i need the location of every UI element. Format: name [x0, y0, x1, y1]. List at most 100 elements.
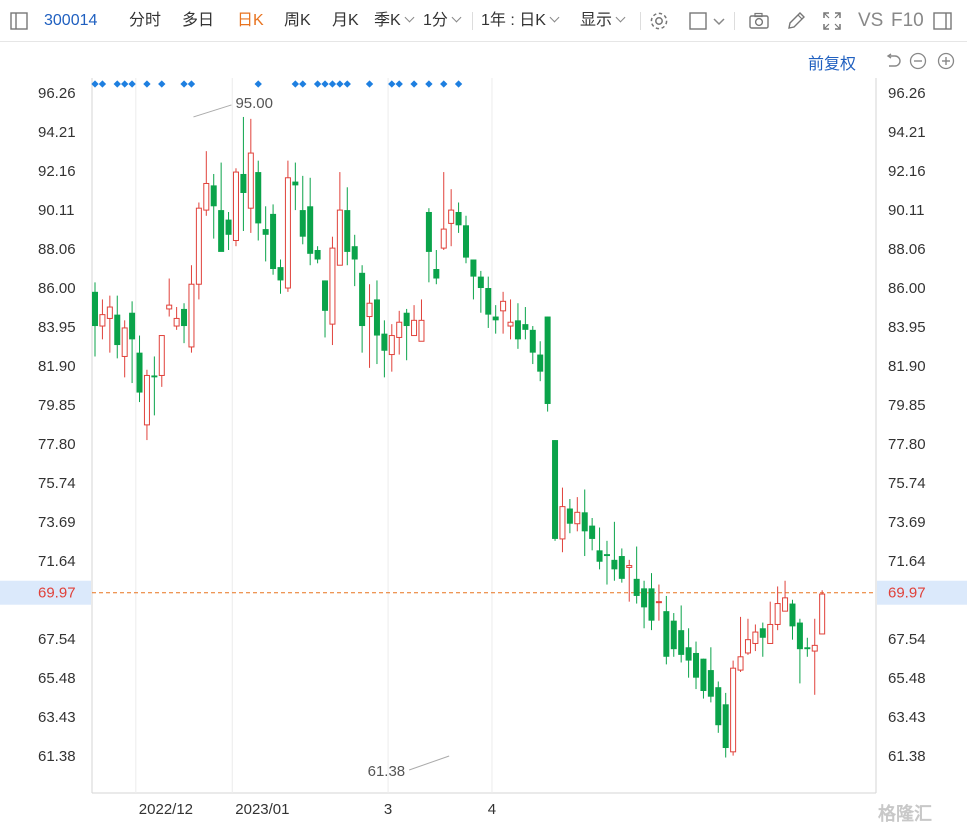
candle-body [537, 354, 544, 372]
y-tick-label-left: 92.16 [38, 163, 76, 180]
undo-icon[interactable] [884, 52, 902, 70]
sidebar-toggle-icon[interactable] [8, 10, 30, 32]
zoom-out-icon[interactable] [909, 52, 927, 70]
candle-body [455, 211, 462, 226]
tab-zhouk[interactable]: 周K [284, 12, 311, 29]
min-price-label: 61.38 [368, 763, 406, 780]
current-price-left-bg [0, 580, 91, 605]
candle-body [329, 247, 336, 325]
panel-toggle-icon[interactable] [932, 10, 954, 32]
candle-body [819, 593, 826, 635]
range-label: 1年 : 日K [481, 12, 546, 29]
min-pointer-line [408, 755, 450, 771]
pen-icon[interactable] [785, 10, 807, 32]
y-tick-label-right: 86.00 [888, 280, 926, 297]
y-tick-label-left: 79.85 [38, 397, 76, 414]
y-tick-label-left: 86.00 [38, 280, 76, 297]
max-price-label: 95.00 [235, 95, 273, 112]
candle-body [396, 321, 403, 338]
candle-body [507, 321, 514, 327]
candle-body [373, 299, 380, 336]
tab-jik-dropdown[interactable]: 季K [374, 0, 415, 42]
x-tick-label: 3 [384, 801, 392, 818]
candle-body [336, 209, 343, 266]
current-price-right-bg [877, 580, 967, 605]
f10-button[interactable]: F10 [891, 10, 924, 31]
y-tick-label-right: 75.74 [888, 475, 926, 492]
event-marker [254, 80, 262, 88]
tab-yuek[interactable]: 月K [332, 12, 359, 29]
candle-body [804, 647, 811, 650]
chevron-down-icon[interactable] [708, 10, 725, 32]
y-tick-label-right: 79.85 [888, 397, 926, 414]
tab-duori[interactable]: 多日 [182, 12, 215, 29]
candle-body [129, 312, 136, 340]
y-tick-label-left: 69.97 [38, 585, 76, 602]
candle-body [114, 314, 121, 346]
candle-body [744, 639, 751, 654]
candle-body [344, 210, 351, 252]
candle-body [433, 269, 440, 279]
candle-body [626, 565, 633, 568]
camera-icon[interactable] [748, 10, 770, 32]
display-dropdown[interactable]: 显示 [580, 0, 626, 42]
candle-body [151, 375, 158, 378]
candle-body [322, 280, 329, 311]
candle-body [106, 306, 113, 319]
overlay-box-icon[interactable] [688, 10, 710, 32]
toolbar-divider [472, 12, 473, 30]
candle-body [143, 374, 150, 426]
candle-body [218, 210, 225, 252]
stock-code[interactable]: 300014 [44, 12, 98, 29]
candle-body [752, 631, 759, 644]
candle-body [693, 652, 700, 678]
candle-body [611, 559, 618, 570]
candle-body [99, 314, 106, 327]
y-tick-label-left: 73.69 [38, 514, 76, 531]
tab-rik[interactable]: 日K [237, 12, 264, 29]
candle-body [181, 308, 188, 327]
toolbar-divider [734, 12, 735, 30]
candle-body [581, 512, 588, 532]
y-tick-label-right: 67.54 [888, 631, 926, 648]
display-label: 显示 [580, 12, 613, 29]
candle-body [559, 506, 566, 540]
candle-body [381, 333, 388, 351]
zoom-in-icon[interactable] [937, 52, 955, 70]
event-marker [291, 80, 300, 88]
y-tick-label-right: 63.43 [888, 709, 926, 726]
event-marker [113, 80, 121, 88]
tab-fenshi[interactable]: 分时 [129, 12, 162, 29]
candle-body [225, 219, 232, 235]
candle-body [641, 588, 648, 608]
fullscreen-icon[interactable] [821, 10, 843, 32]
y-tick-label-right: 71.64 [888, 553, 926, 570]
gear-icon[interactable] [648, 10, 670, 32]
candle-body [663, 611, 670, 657]
y-tick-label-left: 88.06 [38, 241, 76, 258]
candle-body [463, 225, 469, 258]
tab-minute-dropdown[interactable]: 1分 [423, 0, 462, 42]
event-marker [321, 80, 329, 88]
candle-body [121, 327, 128, 357]
event-marker [395, 80, 403, 88]
event-marker [143, 80, 151, 88]
y-tick-label-right: 81.90 [888, 358, 926, 375]
range-dropdown[interactable]: 1年 : 日K [481, 0, 560, 42]
candle-body [529, 329, 536, 353]
candle-body [270, 213, 277, 270]
candle-body [470, 259, 477, 277]
y-tick-label-left: 94.21 [38, 124, 76, 141]
candle-body [759, 628, 766, 638]
event-marker [388, 80, 396, 88]
candle-body [247, 152, 254, 209]
y-tick-label-right: 83.95 [888, 319, 926, 336]
y-tick-label-left: 71.64 [38, 553, 76, 570]
candle-body [648, 588, 655, 621]
vs-compare-button[interactable]: VS [858, 10, 884, 31]
event-marker [121, 80, 129, 88]
candle-body [232, 171, 239, 242]
adjust-mode-link[interactable]: 前复权 [808, 56, 857, 73]
x-tick-label: 4 [488, 801, 496, 818]
